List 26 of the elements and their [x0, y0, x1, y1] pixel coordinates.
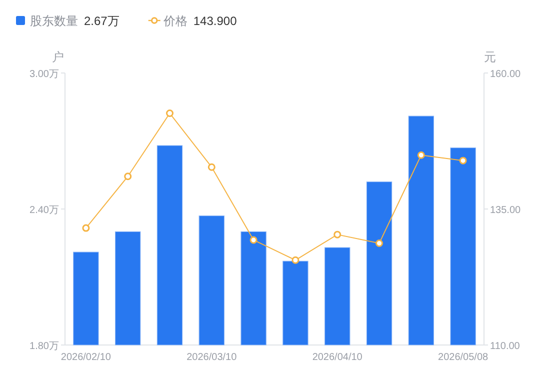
point — [250, 236, 258, 244]
point — [459, 156, 467, 164]
point — [334, 230, 342, 238]
y2-axis-title: 元 — [484, 50, 496, 64]
x-tick-label: 2026/02/10 — [60, 352, 112, 363]
legend-label: 股东数量 — [30, 14, 78, 28]
point — [166, 110, 174, 118]
y-tick-label: 2.40万 — [30, 205, 59, 216]
legend-label: 价格 — [162, 14, 188, 28]
x-tick-label: 2026/04/10 — [312, 352, 363, 363]
y-tick-label: 3.00万 — [30, 69, 59, 80]
text: 2.67万 — [84, 14, 120, 28]
y-tick-label: 1.80万 — [30, 341, 59, 352]
point — [124, 172, 132, 180]
point — [292, 256, 300, 264]
point — [82, 224, 90, 232]
point — [417, 151, 425, 159]
x-tick-label: 2026/05/08 — [438, 352, 489, 363]
y2-tick-label: 110.00 — [490, 341, 520, 352]
x-tick-label: 2026/03/10 — [186, 352, 238, 363]
point — [208, 163, 216, 171]
y-axis-title: 户 — [52, 50, 64, 64]
point — [376, 240, 383, 248]
y2-tick-label: 135.00 — [490, 205, 522, 216]
text: 143.900 — [193, 14, 238, 28]
y2-tick-label: 160.00 — [490, 69, 522, 80]
